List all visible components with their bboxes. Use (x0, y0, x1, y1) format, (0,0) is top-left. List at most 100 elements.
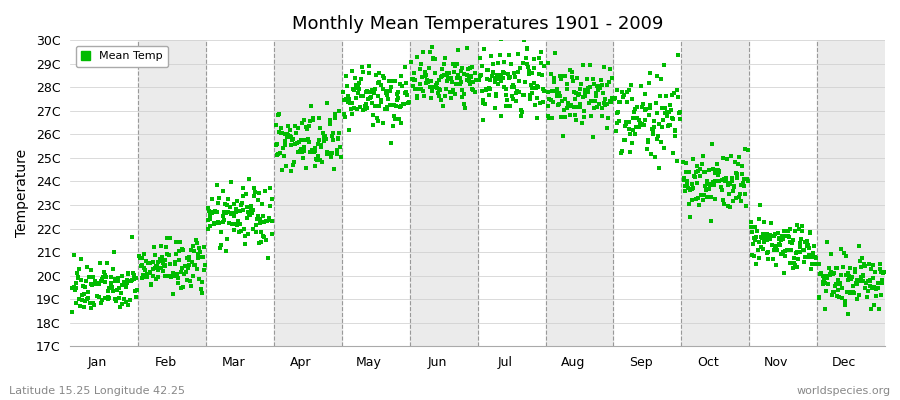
Point (292, 148, 307, 154)
Point (404, 59, 419, 66)
Point (187, 248, 202, 254)
Point (364, 95, 378, 102)
Point (508, 97, 523, 104)
Point (349, 95, 364, 101)
Point (632, 116, 646, 123)
Point (533, 100, 547, 106)
Point (69, 285, 84, 291)
Point (151, 274, 166, 280)
Point (228, 221, 242, 227)
Point (546, 99, 561, 106)
Point (815, 280, 830, 287)
Point (156, 260, 170, 266)
Point (767, 233, 781, 239)
Point (676, 177, 690, 183)
Point (704, 181, 718, 188)
Point (787, 255, 801, 262)
Point (850, 277, 864, 283)
Point (651, 133, 665, 140)
Point (665, 92, 680, 98)
Point (506, 81, 520, 88)
Point (712, 178, 726, 184)
Point (855, 254, 869, 261)
Point (575, 94, 590, 100)
Point (233, 208, 248, 214)
Point (878, 268, 892, 275)
Point (151, 259, 166, 265)
Point (830, 265, 844, 272)
Point (618, 119, 633, 125)
Point (436, 73, 450, 79)
Point (171, 280, 185, 286)
Point (751, 247, 765, 253)
Point (234, 202, 248, 208)
Point (602, 79, 616, 86)
Point (292, 148, 307, 154)
Point (213, 242, 228, 248)
Point (704, 194, 718, 200)
Point (410, 93, 424, 100)
Point (89, 281, 104, 287)
Point (483, 86, 498, 92)
Point (332, 130, 347, 136)
Point (668, 126, 682, 133)
Point (352, 80, 366, 86)
Point (562, 112, 577, 118)
Point (773, 250, 788, 257)
Point (615, 88, 629, 95)
Point (670, 157, 684, 164)
Point (504, 60, 518, 67)
Point (437, 55, 452, 62)
Point (626, 115, 640, 122)
Point (234, 200, 248, 207)
Point (817, 280, 832, 286)
Bar (681, 40, 749, 346)
Point (389, 103, 403, 109)
Point (690, 179, 705, 186)
Point (120, 280, 134, 286)
Point (392, 116, 406, 122)
Point (80, 264, 94, 270)
Point (610, 120, 625, 126)
Point (126, 272, 140, 278)
Point (868, 302, 882, 308)
Point (620, 88, 634, 95)
Point (117, 279, 131, 286)
Point (760, 231, 774, 237)
Point (691, 195, 706, 201)
Point (555, 98, 570, 104)
Point (130, 287, 144, 294)
Point (68, 280, 83, 287)
Point (544, 97, 558, 104)
Point (512, 78, 526, 84)
Point (361, 63, 375, 69)
Point (418, 73, 432, 79)
Point (637, 91, 652, 98)
Point (122, 302, 136, 308)
Point (721, 203, 735, 209)
Point (372, 103, 386, 109)
Point (86, 300, 101, 307)
Point (248, 221, 263, 228)
Point (564, 69, 579, 75)
Point (518, 78, 532, 85)
Point (601, 114, 616, 121)
Point (397, 101, 411, 108)
Point (202, 223, 217, 229)
Point (374, 96, 388, 103)
Point (256, 212, 270, 219)
Point (578, 90, 592, 96)
Point (728, 158, 742, 165)
Point (176, 284, 191, 290)
Point (340, 99, 355, 106)
Point (463, 65, 477, 72)
Point (115, 300, 130, 307)
Point (840, 288, 854, 295)
Point (712, 168, 726, 174)
Point (297, 148, 311, 154)
Point (253, 229, 267, 236)
Point (257, 233, 272, 240)
Point (212, 220, 227, 226)
Point (345, 68, 359, 75)
Point (430, 90, 445, 96)
